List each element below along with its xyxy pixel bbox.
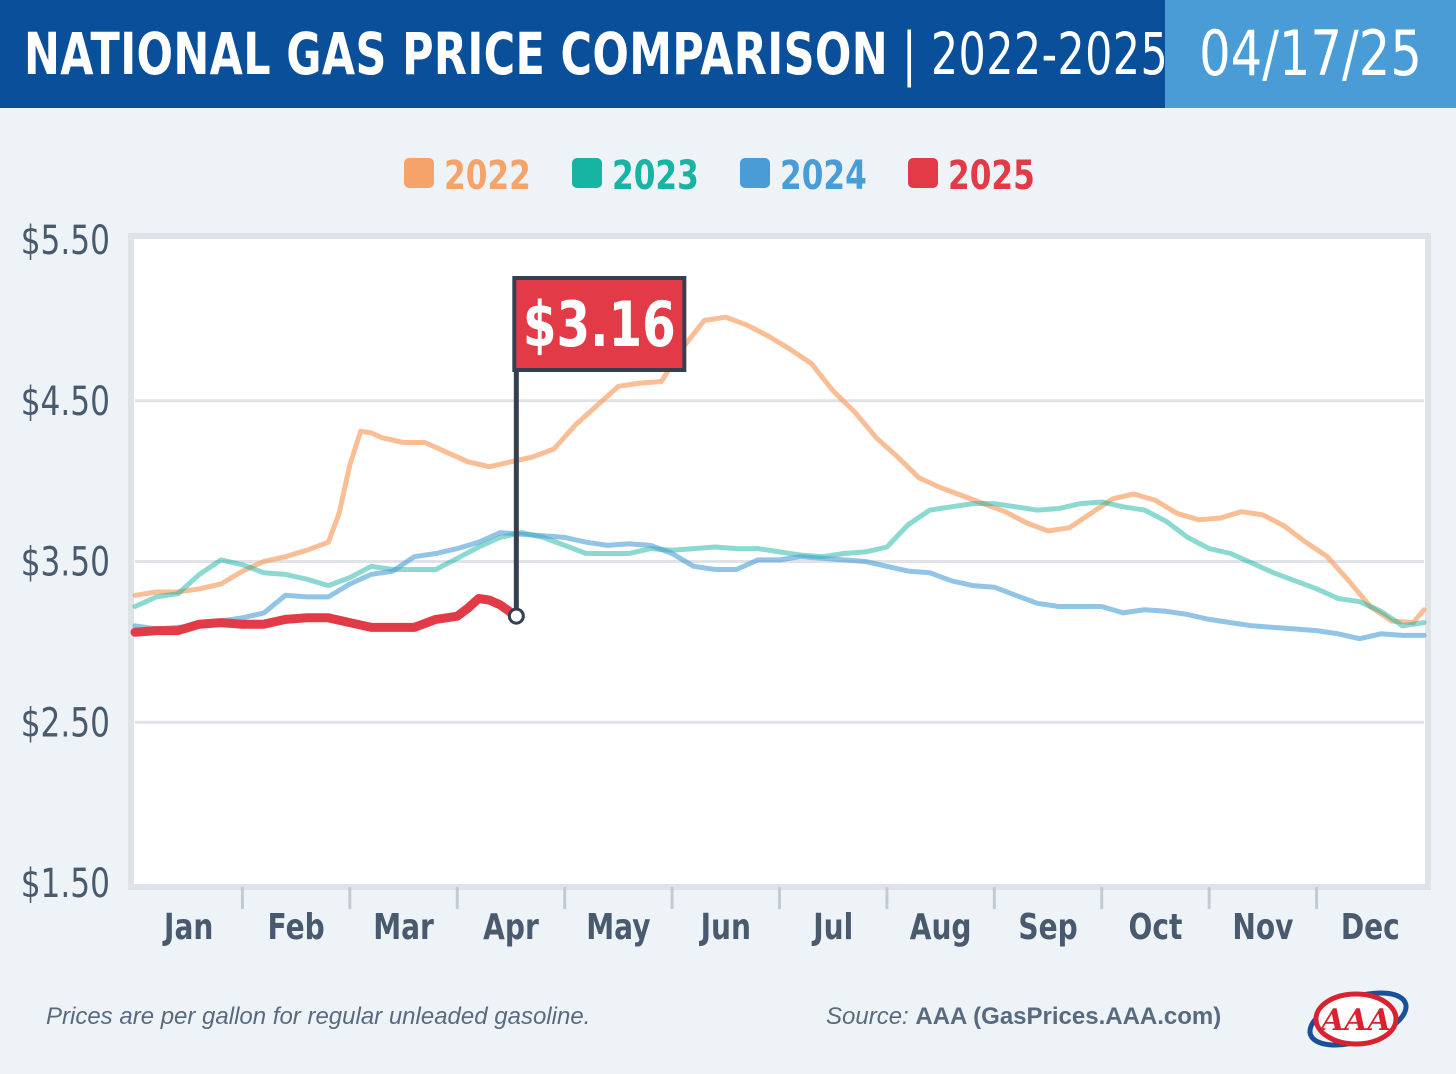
legend-item-2023: 2023 [572,150,716,202]
legend-swatch-2023 [572,158,602,188]
x-tick-label: Dec [1341,906,1400,948]
series-line-2023 [132,499,1427,629]
flag-point [507,607,525,625]
gas-price-line-chart: $1.50 $2.50 $3.50 $4.50 $5.50 Jan Feb Mar Apr May… [21,220,1431,948]
chart-legend: 2022 2023 2024 2025 [0,150,1456,202]
x-tick-label: May [586,906,650,948]
header: NATIONAL GAS PRICE COMPARISON | 2022-202… [0,0,1456,108]
series-line-2025 [130,594,521,637]
legend-swatch-2022 [404,158,434,188]
legend-item-2025: 2025 [908,150,1052,202]
flag-box [512,276,687,372]
title-main: NATIONAL GAS PRICE COMPARISON [24,20,888,88]
legend-label-2022: 2022 [444,153,531,199]
legend-label-2024: 2024 [780,153,867,199]
y-tick-label: $1.50 [21,861,110,907]
x-tick-label: Aug [910,906,972,948]
y-tick-label: $3.50 [21,540,110,586]
aaa-logo-icon: AAA [1307,990,1409,1048]
x-tick-label: Apr [483,906,539,948]
x-tick-label: Jul [811,906,853,948]
legend-item-2022: 2022 [404,150,548,202]
source-name: AAA (GasPrices.AAA.com) [915,1003,1222,1030]
x-tick-label: Mar [373,906,434,948]
title-separator: | [902,20,917,88]
x-tick-label: Jun [699,906,751,948]
header-title-bar: NATIONAL GAS PRICE COMPARISON | 2022-202… [0,0,1168,108]
x-tick-label: Oct [1129,906,1183,948]
legend-item-2024: 2024 [740,150,884,202]
y-tick-label: $4.50 [21,379,110,425]
legend-label-2023: 2023 [612,153,699,199]
title-years: 2022-2025 [930,20,1169,88]
chart-title: NATIONAL GAS PRICE COMPARISON | 2022-202… [24,18,1168,90]
x-tick-label: Jan [162,906,213,948]
series-line-2024 [132,530,1427,642]
series-line-2022 [132,314,1427,626]
source-credit: Source: AAA (GasPrices.AAA.com) [826,1003,1221,1031]
legend-swatch-2024 [740,158,770,188]
footnote: Prices are per gallon for regular unlead… [46,1003,591,1030]
legend-swatch-2025 [908,158,938,188]
y-tick-label: $2.50 [21,701,110,747]
y-tick-label: $5.50 [21,220,110,264]
header-date-box: 04/17/25 [1165,0,1456,108]
report-date: 04/17/25 [1199,17,1422,90]
x-tick-label: Nov [1232,906,1293,948]
x-tick-label: Sep [1018,906,1077,948]
flag-label: $3.16 [523,289,676,361]
x-tick-label: Feb [268,906,325,948]
source-prefix: Source: [826,1003,909,1030]
legend-label-2025: 2025 [948,153,1035,199]
logo-text: AAA [1318,1003,1391,1038]
